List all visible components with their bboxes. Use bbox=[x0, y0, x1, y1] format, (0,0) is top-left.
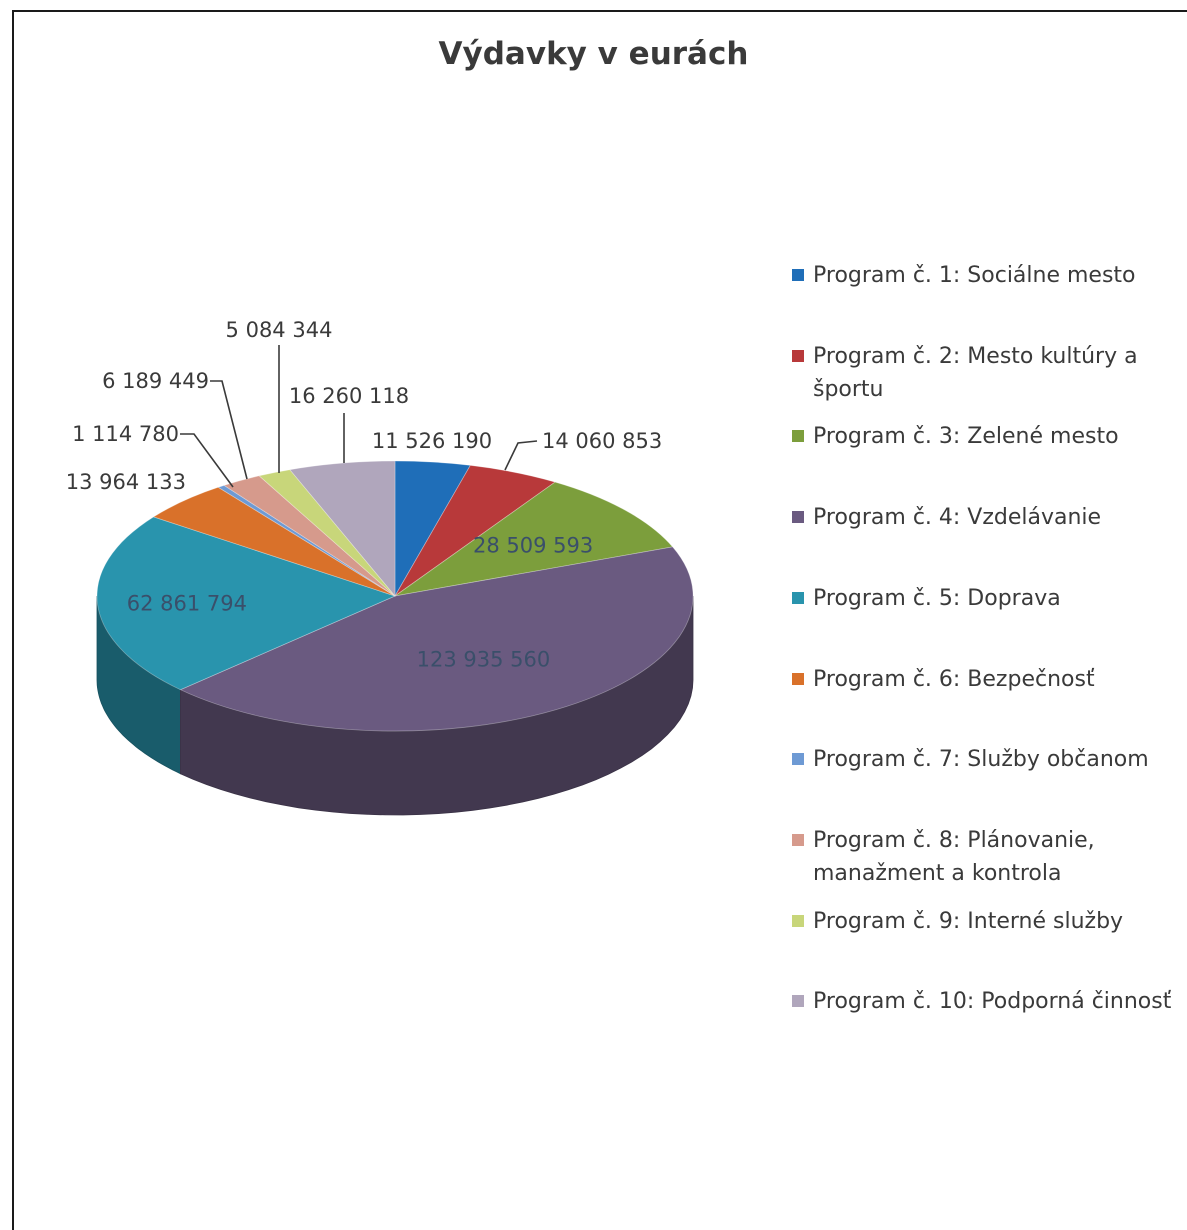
pie-slice-sluzby-obcanom bbox=[217, 484, 396, 597]
data-label-interne-sluzby: 5 084 344 bbox=[226, 318, 333, 342]
legend-swatch bbox=[792, 269, 804, 281]
pie-slice-planovanie-manazment-kontrola bbox=[223, 475, 396, 597]
legend-label: Program č. 8: Plánovanie, manažment a ko… bbox=[813, 827, 1095, 886]
legend-swatch bbox=[792, 349, 804, 362]
legend-label: Program č. 4: Vzdelávanie bbox=[813, 505, 1102, 531]
legend-swatch bbox=[792, 753, 804, 766]
data-label-socialne-mesto: 11 526 190 bbox=[372, 429, 492, 453]
chart-frame bbox=[12, 10, 1187, 1230]
data-label-mesto-kultury-a-sportu: 14 060 853 bbox=[542, 429, 662, 453]
data-label-podporna-cinnost: 16 260 118 bbox=[289, 384, 409, 408]
legend-swatch bbox=[792, 430, 804, 443]
leader-line-mesto-kultury-a-sportu bbox=[504, 440, 538, 471]
legend-label: Program č. 2: Mesto kultúry a športu bbox=[813, 343, 1138, 402]
legend-item-planovanie-manazment-kontrola: Program č. 8: Plánovanie, manažment a ko… bbox=[792, 827, 1182, 890]
legend-swatch bbox=[792, 672, 804, 685]
legend-swatch bbox=[792, 833, 804, 846]
legend-swatch bbox=[792, 591, 804, 604]
pie-slice-socialne-mesto bbox=[394, 460, 471, 598]
legend-item-bezpecnost: Program č. 6: Bezpečnosť bbox=[792, 666, 1182, 696]
legend-label: Program č. 7: Služby občanom bbox=[813, 747, 1149, 773]
legend-item-mesto-kultury-a-sportu: Program č. 2: Mesto kultúry a športu bbox=[792, 343, 1182, 406]
data-label-planovanie-manazment-kontrola: 6 189 449 bbox=[102, 369, 209, 393]
data-label-vzdelavanie: 123 935 560 bbox=[417, 648, 551, 672]
data-label-zelene-mesto: 28 509 593 bbox=[473, 534, 593, 558]
legend-item-doprava: Program č. 5: Doprava bbox=[792, 585, 1182, 615]
pie-slice-podporna-cinnost bbox=[289, 460, 396, 598]
legend-label: Program č. 5: Doprava bbox=[813, 585, 1061, 611]
legend-label: Program č. 3: Zelené mesto bbox=[813, 424, 1119, 450]
legend-item-vzdelavanie: Program č. 4: Vzdelávanie bbox=[792, 504, 1182, 534]
chart-title: Výdavky v eurách bbox=[438, 36, 749, 72]
legend-label: Program č. 6: Bezpečnosť bbox=[813, 666, 1095, 692]
leader-line-sluzby-obcanom bbox=[180, 433, 234, 488]
legend-label: Program č. 9: Interné služby bbox=[813, 908, 1124, 934]
legend-swatch bbox=[792, 914, 804, 927]
pie-slice-zelene-mesto bbox=[394, 481, 674, 597]
legend-item-interne-sluzby: Program č. 9: Interné služby bbox=[792, 908, 1182, 938]
legend-item-sluzby-obcanom: Program č. 7: Služby občanom bbox=[792, 746, 1182, 776]
pie-slice-mesto-kultury-a-sportu bbox=[394, 464, 557, 597]
legend-item-podporna-cinnost: Program č. 10: Podporná činnosť bbox=[792, 988, 1182, 1018]
data-label-doprava: 62 861 794 bbox=[127, 592, 247, 616]
legend-label: Program č. 1: Sociálne mesto bbox=[813, 263, 1136, 288]
data-label-bezpecnost: 13 964 133 bbox=[66, 470, 186, 494]
pie-slice-interne-sluzby bbox=[258, 469, 396, 597]
pie-slice-bezpecnost bbox=[152, 486, 396, 597]
pie-slice-vzdelavanie bbox=[179, 546, 694, 732]
data-label-sluzby-obcanom: 1 114 780 bbox=[72, 422, 179, 446]
leader-line-planovanie-manazment-kontrola bbox=[210, 380, 248, 480]
legend-item-socialne-mesto: Program č. 1: Sociálne mesto bbox=[792, 262, 1182, 292]
legend-item-zelene-mesto: Program č. 3: Zelené mesto bbox=[792, 423, 1182, 453]
legend-label: Program č. 10: Podporná činnosť bbox=[813, 989, 1172, 1015]
legend-swatch bbox=[792, 511, 804, 524]
legend-swatch bbox=[792, 995, 804, 1008]
pie-slice-doprava bbox=[96, 516, 397, 691]
